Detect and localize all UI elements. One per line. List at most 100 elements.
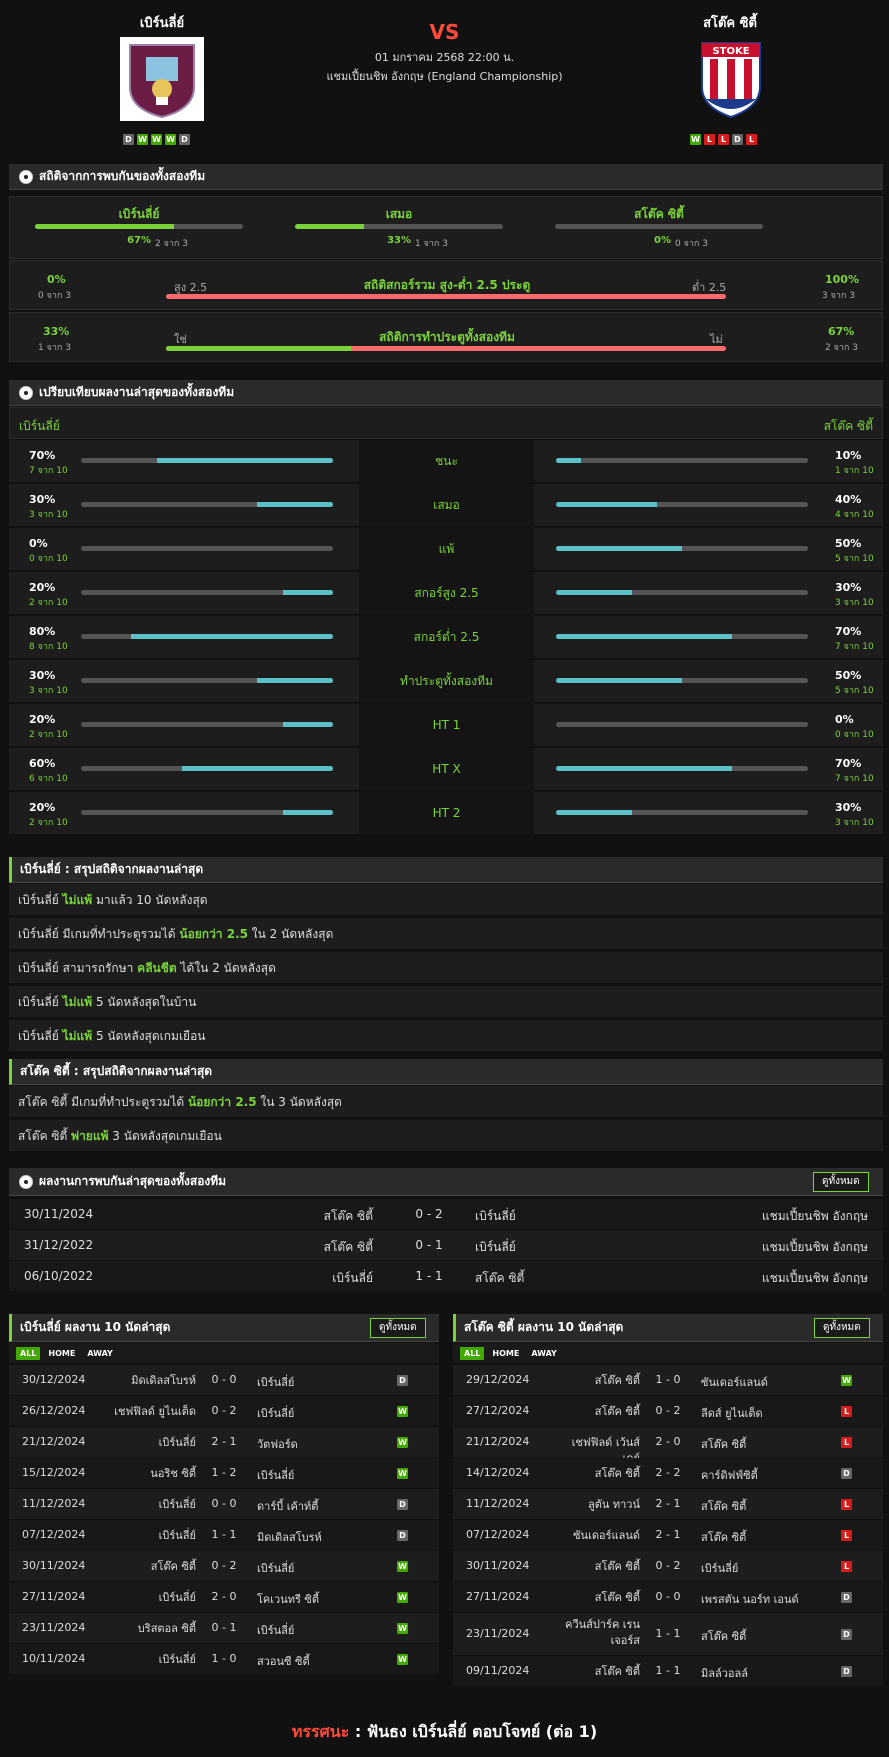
recent-home[interactable]: ควีนส์ปาร์ค เรนเจอร์ส	[565, 1618, 640, 1647]
recent-away[interactable]: สโต๊ค ซิตี้	[701, 1630, 747, 1643]
form-badge: W	[690, 134, 701, 145]
recent-away[interactable]: ซันเดอร์แลนด์	[701, 1376, 768, 1389]
recent-away[interactable]: เพรสตัน นอร์ท เอนด์	[701, 1593, 799, 1606]
recent-home[interactable]: นอริช ซิตี้	[150, 1467, 196, 1480]
recent-home[interactable]: เบิร์นลี่ย์	[158, 1591, 196, 1604]
compare-row: 60% 6 จาก 10 HT X 70% 7 จาก 10	[9, 748, 883, 791]
recent-home[interactable]: สโต๊ค ซิตี้	[594, 1560, 640, 1573]
recent-home[interactable]: สโต๊ค ซิตี้	[150, 1560, 196, 1573]
recent-home[interactable]: เบิร์นลี่ย์	[158, 1529, 196, 1542]
recent-home-view-all-button[interactable]: ดูทั้งหมด	[370, 1318, 426, 1338]
compare-away-bar-fill	[556, 590, 632, 595]
recent-away[interactable]: สโต๊ค ซิตี้	[701, 1531, 747, 1544]
recent-away[interactable]: สโต๊ค ซิตี้	[701, 1500, 747, 1513]
recent-score: 0 - 1	[211, 1621, 237, 1634]
recent-away[interactable]: วัตฟอร์ด	[257, 1438, 298, 1451]
compare-label: สกอร์ต่ำ 2.5	[359, 616, 534, 659]
recent-away[interactable]: เบิร์นลี่ย์	[257, 1407, 295, 1420]
tab-home[interactable]: HOME	[492, 1349, 520, 1358]
recent-home[interactable]: สโต๊ค ซิตี้	[594, 1591, 640, 1604]
tab-away[interactable]: AWAY	[87, 1349, 113, 1358]
recent-away[interactable]: เบิร์นลี่ย์	[257, 1376, 295, 1389]
h2h-home[interactable]: เบิร์นลี่ย์	[332, 1271, 373, 1285]
summary-row: เบิร์นลี่ย์ มีเกมที่ทำประตูรวมได้ น้อยกว…	[9, 918, 883, 950]
recent-home[interactable]: เบิร์นลี่ย์	[158, 1653, 196, 1666]
home-team-name[interactable]: เบิร์นลี่ย์	[139, 16, 185, 31]
h2h-col-count: 1 จาก 3	[415, 239, 448, 249]
recent-score: 1 - 2	[211, 1466, 237, 1479]
recent-home[interactable]: สโต๊ค ซิตี้	[594, 1374, 640, 1387]
compare-home-bar	[81, 766, 333, 771]
recent-home[interactable]: สโต๊ค ซิตี้	[594, 1467, 640, 1480]
recent-date: 21/12/2024	[22, 1435, 86, 1448]
h2h-date: 06/10/2022	[24, 1269, 94, 1283]
h2h-away[interactable]: สโต๊ค ซิตี้	[475, 1271, 525, 1285]
h2h-home[interactable]: สโต๊ค ซิตี้	[323, 1209, 373, 1223]
result-badge: W	[397, 1560, 408, 1572]
compare-label: แพ้	[359, 528, 534, 571]
recent-away[interactable]: เบิร์นลี่ย์	[257, 1562, 295, 1575]
recent-away[interactable]: มิลล์วอลล์	[701, 1667, 748, 1680]
tab-all[interactable]: ALL	[460, 1347, 485, 1360]
recent-away[interactable]: ลีดส์ ยูไนเต็ด	[701, 1407, 763, 1420]
recent-away[interactable]: โคเวนทรี ซิตี้	[257, 1593, 319, 1606]
away-team-name[interactable]: สโต๊ค ซิตี้	[703, 16, 757, 31]
compare-row: 30% 3 จาก 10 ทำประตูทั้งสองทีม 50% 5 จาก 10	[9, 660, 883, 703]
compare-header: เปรียบเทียบผลงานล่าสุดของทั้งสองทีม	[9, 380, 883, 406]
recent-away-header: สโต๊ค ซิตี้ ผลงาน 10 นัดล่าสุด	[453, 1314, 883, 1342]
tab-all[interactable]: ALL	[16, 1347, 41, 1360]
result-badge: W	[397, 1436, 408, 1448]
recent-away[interactable]: เบิร์นลี่ย์	[701, 1562, 739, 1575]
recent-home[interactable]: สโต๊ค ซิตี้	[594, 1405, 640, 1418]
vs-label: VS	[429, 20, 460, 44]
summary-highlight: พ่ายแพ้	[71, 1129, 109, 1143]
recent-away[interactable]: ดาร์บี้ เค้าท์ตี้	[257, 1500, 319, 1513]
recent-home[interactable]: เบิร์นลี่ย์	[158, 1498, 196, 1511]
compare-home-pct: 20%	[29, 713, 56, 726]
compare-home-count: 8 จาก 10	[29, 642, 68, 652]
recent-home[interactable]: เชฟฟิลด์ ยูไนเต็ด	[114, 1405, 196, 1418]
recent-home[interactable]: ซันเดอร์แลนด์	[573, 1529, 640, 1542]
h2h-stats-header: สถิติจากการพบกันของทั้งสองทีม	[9, 164, 883, 190]
compare-away-bar	[556, 678, 808, 683]
h2h-view-all-button[interactable]: ดูทั้งหมด	[813, 1172, 869, 1192]
compare-label: สกอร์สูง 2.5	[359, 572, 534, 615]
recent-away[interactable]: มิดเดิลสโบรห์	[257, 1531, 322, 1544]
compare-home-bar	[81, 634, 333, 639]
recent-away-tabs: ALL HOME AWAY	[460, 1347, 561, 1360]
recent-home[interactable]: เบิร์นลี่ย์	[158, 1436, 196, 1449]
recent-date: 27/11/2024	[22, 1590, 86, 1603]
recent-home[interactable]: สโต๊ค ซิตี้	[594, 1665, 640, 1678]
recent-home-title: เบิร์นลี่ย์ ผลงาน 10 นัดล่าสุด	[20, 1320, 171, 1334]
compare-row: 20% 2 จาก 10 HT 2 30% 3 จาก 10	[9, 792, 883, 835]
recent-away-view-all-button[interactable]: ดูทั้งหมด	[814, 1318, 870, 1338]
h2h-home[interactable]: สโต๊ค ซิตี้	[323, 1240, 373, 1254]
recent-home[interactable]: ลูตัน ทาวน์	[587, 1498, 640, 1511]
over-under-box: 0% 0 จาก 3 สูง 2.5 สถิติสกอร์รวม สูง-ต่ำ…	[9, 260, 883, 310]
recent-away[interactable]: สวอนซี ซิตี้	[257, 1655, 310, 1668]
tab-away[interactable]: AWAY	[531, 1349, 557, 1358]
h2h-away[interactable]: เบิร์นลี่ย์	[475, 1240, 516, 1254]
recent-home[interactable]: บริสตอล ซิตี้	[137, 1622, 196, 1635]
h2h-league: แชมเปี้ยนชิพ อังกฤษ	[761, 1271, 868, 1285]
result-badge: D	[841, 1467, 852, 1479]
recent-home[interactable]: มิดเดิลสโบรห์	[131, 1374, 196, 1387]
recent-away[interactable]: สโต๊ค ซิตี้	[701, 1438, 747, 1451]
h2h-col-bar	[295, 224, 503, 229]
compare-away-count: 5 จาก 10	[835, 686, 874, 696]
recent-date: 23/11/2024	[22, 1621, 86, 1634]
recent-away[interactable]: คาร์ดิฟฟ์ซิตี้	[701, 1469, 758, 1482]
recent-date: 11/12/2024	[22, 1497, 86, 1510]
recent-away[interactable]: เบิร์นลี่ย์	[257, 1469, 295, 1482]
prediction-label: ทรรศนะ	[291, 1722, 350, 1741]
recent-row: 30/11/2024 สโต๊ค ซิตี้ 0 - 2 เบิร์นลี่ย์ W	[9, 1551, 439, 1581]
compare-away-count: 3 จาก 10	[835, 818, 874, 828]
tab-home[interactable]: HOME	[48, 1349, 76, 1358]
h2h-league: แชมเปี้ยนชิพ อังกฤษ	[761, 1240, 868, 1254]
h2h-col-pct: 67%	[127, 235, 151, 246]
recent-score: 0 - 2	[211, 1559, 237, 1572]
recent-away[interactable]: เบิร์นลี่ย์	[257, 1624, 295, 1637]
summary-row: สโต๊ค ซิตี้ มีเกมที่ทำประตูรวมได้ น้อยกว…	[9, 1086, 883, 1118]
h2h-away[interactable]: เบิร์นลี่ย์	[475, 1209, 516, 1223]
summary-row: เบิร์นลี่ย์ ไม่แพ้ มาแล้ว 10 นัดหลังสุด	[9, 884, 883, 916]
